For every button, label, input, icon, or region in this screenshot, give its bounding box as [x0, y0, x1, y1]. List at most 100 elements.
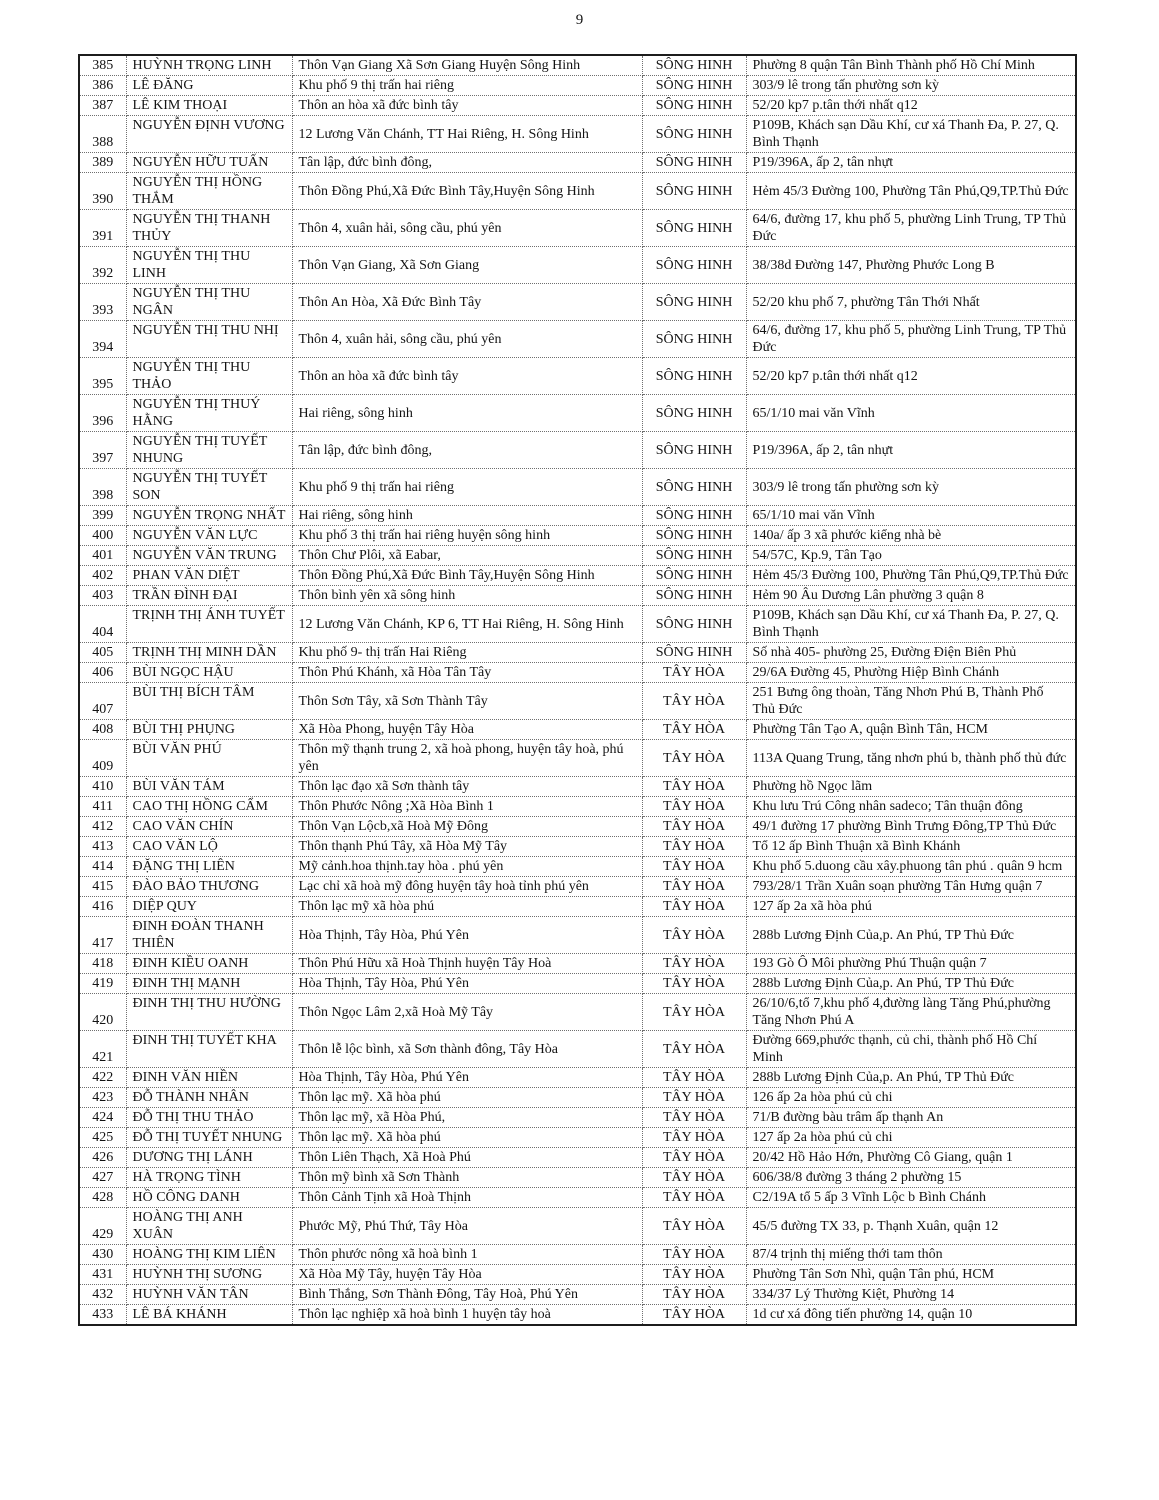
table-row: 416 DIỆP QUY Thôn lạc mỹ xã hòa phú TÂY … [78, 896, 1077, 917]
row-number-cell: 408 [78, 719, 127, 740]
address-cell: Hai riêng, sông hinh [291, 505, 643, 526]
city-address-cell: 303/9 lê trong tấn phường sơn kỳ [745, 468, 1077, 506]
name-cell: CAO THỊ HỒNG CẨM [125, 796, 293, 817]
address-cell: Thôn lạc nghiệp xã hoà bình 1 huyện tây … [291, 1304, 643, 1326]
row-number-cell: 421 [78, 1030, 127, 1068]
city-address-cell: 127 ấp 2a xã hòa phú [745, 896, 1077, 917]
row-number-cell: 428 [78, 1187, 127, 1208]
address-cell: Thôn Vạn Giang, Xã Sơn Giang [291, 246, 643, 284]
table-row: 401 NGUYỄN VĂN TRUNG Thôn Chư Plôi, xã E… [78, 545, 1077, 566]
table-row: 400 NGUYỄN VĂN LỰC Khu phố 3 thị trấn ha… [78, 525, 1077, 546]
table-row: 421 ĐINH THỊ TUYẾT KHA Thôn lễ lộc bình,… [78, 1030, 1077, 1068]
row-number-cell: 414 [78, 856, 127, 877]
row-number-cell: 399 [78, 505, 127, 526]
district-cell: TÂY HÒA [641, 856, 747, 877]
address-cell: Xã Hòa Phong, huyện Tây Hòa [291, 719, 643, 740]
row-number-cell: 423 [78, 1087, 127, 1108]
district-cell: SÔNG HINH [641, 605, 747, 643]
district-cell: SÔNG HINH [641, 54, 747, 76]
name-cell: ĐÀO BẢO THƯƠNG [125, 876, 293, 897]
name-cell: NGUYỄN VĂN TRUNG [125, 545, 293, 566]
table-row: 429 HOÀNG THỊ ANH XUÂN Phước Mỹ, Phú Thứ… [78, 1207, 1077, 1245]
table-row: 415 ĐÀO BẢO THƯƠNG Lạc chỉ xã hoà mỹ đôn… [78, 876, 1077, 897]
row-number-cell: 386 [78, 75, 127, 96]
district-cell: TÂY HÒA [641, 1127, 747, 1148]
name-cell: NGUYỄN ĐỊNH VƯƠNG [125, 115, 293, 153]
name-cell: NGUYỄN HỮU TUẤN [125, 152, 293, 173]
row-number-cell: 420 [78, 993, 127, 1031]
table-row: 404 TRỊNH THỊ ÁNH TUYẾT 12 Lương Văn Chá… [78, 605, 1077, 643]
name-cell: NGUYỄN THỊ TUYẾT NHUNG [125, 431, 293, 469]
city-address-cell: Phường hồ Ngọc lãm [745, 776, 1077, 797]
address-cell: Thôn Đồng Phú,Xã Đức Bình Tây,Huyện Sông… [291, 565, 643, 586]
address-cell: Khu phố 3 thị trấn hai riêng huyện sông … [291, 525, 643, 546]
city-address-cell: 606/38/8 đường 3 tháng 2 phường 15 [745, 1167, 1077, 1188]
table-row: 387 LÊ KIM THOẠI Thôn an hòa xã đức bình… [78, 95, 1077, 116]
row-number-cell: 385 [78, 54, 127, 76]
city-address-cell: 26/10/6,tổ 7,khu phố 4,đường làng Tăng P… [745, 993, 1077, 1031]
name-cell: HOÀNG THỊ ANH XUÂN [125, 1207, 293, 1245]
district-cell: SÔNG HINH [641, 642, 747, 663]
name-cell: DIỆP QUY [125, 896, 293, 917]
table-row: 406 BÙI NGỌC HẬU Thôn Phú Khánh, xã Hòa … [78, 662, 1077, 683]
table-row: 431 HUỲNH THỊ SƯƠNG Xã Hòa Mỹ Tây, huyện… [78, 1264, 1077, 1285]
district-cell: SÔNG HINH [641, 525, 747, 546]
address-cell: Thôn mỹ bình xã Sơn Thành [291, 1167, 643, 1188]
city-address-cell: 29/6A Đường 45, Phường Hiệp Bình Chánh [745, 662, 1077, 683]
district-cell: SÔNG HINH [641, 115, 747, 153]
city-address-cell: Hẻm 90 Âu Dương Lân phường 3 quận 8 [745, 585, 1077, 606]
row-number-cell: 395 [78, 357, 127, 395]
table-row: 425 ĐỖ THỊ TUYẾT NHUNG Thôn lạc mỹ. Xã h… [78, 1127, 1077, 1148]
city-address-cell: 251 Bưng ông thoàn, Tăng Nhơn Phú B, Thà… [745, 682, 1077, 720]
row-number-cell: 412 [78, 816, 127, 837]
district-cell: TÂY HÒA [641, 1264, 747, 1285]
address-cell: Thôn Phú Hữu xã Hoà Thịnh huyện Tây Hoà [291, 953, 643, 974]
address-cell: Thôn bình yên xã sông hinh [291, 585, 643, 606]
name-cell: NGUYỄN THỊ THU NHỊ [125, 320, 293, 358]
name-cell: TRỊNH THỊ ÁNH TUYẾT [125, 605, 293, 643]
district-cell: SÔNG HINH [641, 545, 747, 566]
address-cell: Hòa Thịnh, Tây Hòa, Phú Yên [291, 916, 643, 954]
address-cell: Mỹ cảnh.hoa thịnh.tay hòa . phú yên [291, 856, 643, 877]
name-cell: ĐINH THỊ MẠNH [125, 973, 293, 994]
district-cell: SÔNG HINH [641, 505, 747, 526]
district-cell: TÂY HÒA [641, 953, 747, 974]
table-row: 409 BÙI VĂN PHÚ Thôn mỹ thạnh trung 2, x… [78, 739, 1077, 777]
row-number-cell: 432 [78, 1284, 127, 1305]
name-cell: NGUYỄN THỊ THU THẢO [125, 357, 293, 395]
city-address-cell: 64/6, đường 17, khu phố 5, phường Linh T… [745, 209, 1077, 247]
name-cell: HUỲNH VĂN TÂN [125, 1284, 293, 1305]
table-row: 395 NGUYỄN THỊ THU THẢO Thôn an hòa xã đ… [78, 357, 1077, 395]
city-address-cell: 793/28/1 Trần Xuân soạn phường Tân Hưng … [745, 876, 1077, 897]
address-cell: Khu phố 9- thị trấn Hai Riêng [291, 642, 643, 663]
district-cell: TÂY HÒA [641, 796, 747, 817]
district-cell: SÔNG HINH [641, 75, 747, 96]
district-cell: SÔNG HINH [641, 468, 747, 506]
district-cell: TÂY HÒA [641, 682, 747, 720]
district-cell: TÂY HÒA [641, 1207, 747, 1245]
table-row: 396 NGUYỄN THỊ THUÝ HẰNG Hai riêng, sông… [78, 394, 1077, 432]
table-row: 432 HUỲNH VĂN TÂN Bình Thắng, Sơn Thành … [78, 1284, 1077, 1305]
address-cell: Thôn Cảnh Tịnh xã Hoà Thịnh [291, 1187, 643, 1208]
address-cell: Thôn Vạn Giang Xã Sơn Giang Huyện Sông H… [291, 54, 643, 76]
address-cell: Thôn 4, xuân hải, sông cầu, phú yên [291, 209, 643, 247]
city-address-cell: 288b Lương Định Của,p. An Phú, TP Thủ Đứ… [745, 1067, 1077, 1088]
city-address-cell: Phường Tân Sơn Nhì, quận Tân phú, HCM [745, 1264, 1077, 1285]
row-number-cell: 416 [78, 896, 127, 917]
district-cell: TÂY HÒA [641, 876, 747, 897]
name-cell: BÙI THỊ PHỤNG [125, 719, 293, 740]
city-address-cell: C2/19A tổ 5 ấp 3 Vĩnh Lộc b Bình Chánh [745, 1187, 1077, 1208]
table-row: 389 NGUYỄN HỮU TUẤN Tân lập, đức bình đô… [78, 152, 1077, 173]
table-row: 427 HÀ TRỌNG TÌNH Thôn mỹ bình xã Sơn Th… [78, 1167, 1077, 1188]
row-number-cell: 415 [78, 876, 127, 897]
page-number: 9 [575, 12, 584, 28]
row-number-cell: 390 [78, 172, 127, 210]
district-cell: TÂY HÒA [641, 1067, 747, 1088]
table-row: 426 DƯƠNG THỊ LÁNH Thôn Liên Thạch, Xã H… [78, 1147, 1077, 1168]
row-number-cell: 404 [78, 605, 127, 643]
address-cell: Bình Thắng, Sơn Thành Đông, Tây Hoà, Phú… [291, 1284, 643, 1305]
name-cell: ĐINH THỊ TUYẾT KHA [125, 1030, 293, 1068]
address-cell: Thôn lạc đạo xã Sơn thành tây [291, 776, 643, 797]
row-number-cell: 422 [78, 1067, 127, 1088]
address-cell: Thôn Ngọc Lâm 2,xã Hoà Mỹ Tây [291, 993, 643, 1031]
